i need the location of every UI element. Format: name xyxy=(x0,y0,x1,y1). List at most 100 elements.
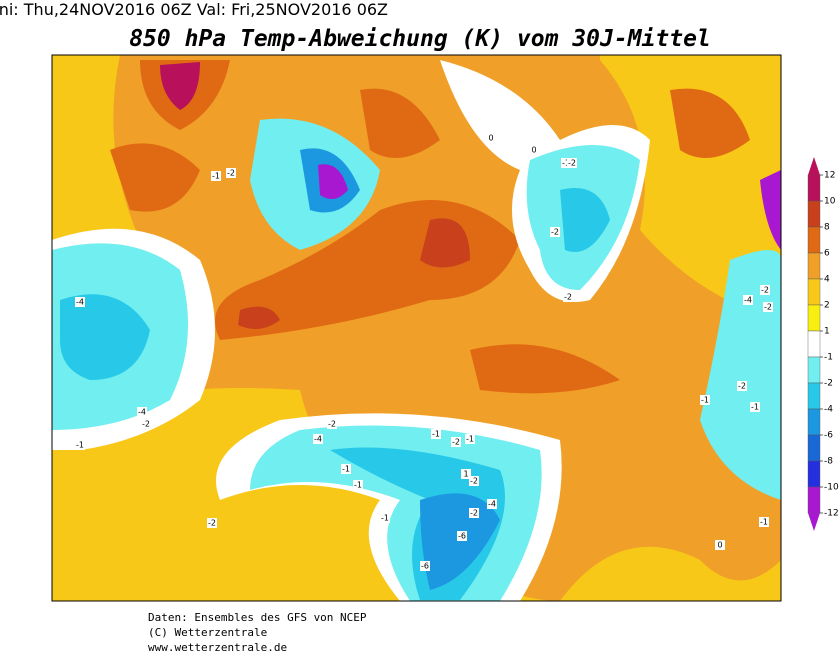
footer-line: www.wetterzentrale.de xyxy=(148,641,287,653)
contour-label-box xyxy=(75,440,85,450)
contour-label: -1 xyxy=(212,172,220,181)
colorbar-tick-label: 4 xyxy=(824,275,830,285)
contour-label-box xyxy=(353,480,363,490)
colorbar-bin xyxy=(807,408,821,436)
contour-label-box xyxy=(563,292,573,302)
contour-label: -6 xyxy=(458,532,466,541)
colorbar-bin xyxy=(807,226,821,254)
contour-label: -1 xyxy=(381,514,389,523)
contour-label-box xyxy=(75,297,85,307)
contour-label-box xyxy=(743,295,753,305)
contour-label: -1 xyxy=(562,159,570,168)
contour-label-box xyxy=(561,158,571,168)
contour-label-box xyxy=(313,434,323,444)
footer-line: Daten: Ensembles des GFS von NCEP xyxy=(148,611,367,624)
contour-label-box xyxy=(207,518,217,528)
map-field xyxy=(52,55,781,601)
contour-label-box xyxy=(465,434,475,444)
contour-label-box xyxy=(420,561,430,571)
contour-label-box xyxy=(715,540,725,550)
colorbar-tick-label: 12 xyxy=(824,171,835,181)
colorbar-tick-label: -2 xyxy=(824,379,833,389)
contour-label-box xyxy=(137,407,147,417)
contour-label: -4 xyxy=(76,298,84,307)
colorbar-bin xyxy=(807,486,821,514)
run-info: Ini: Thu,24NOV2016 06Z Val: Fri,25NOV201… xyxy=(0,0,388,19)
colorbar-bin xyxy=(807,382,821,410)
colorbar-bin xyxy=(807,460,821,488)
contour-label-box xyxy=(211,171,221,181)
contour-label: -4 xyxy=(744,296,752,305)
colorbar-bin xyxy=(807,200,821,228)
colorbar-tick-label: 8 xyxy=(824,223,830,233)
contour-label-box xyxy=(760,285,770,295)
contour-label-box xyxy=(529,145,539,155)
contour-label-box xyxy=(327,419,337,429)
contour-label-box xyxy=(750,402,760,412)
contour-label: -1 xyxy=(76,441,84,450)
contour-label: -4 xyxy=(488,500,496,509)
contour-label: -2 xyxy=(738,382,746,391)
footer-line: (C) Wetterzentrale xyxy=(148,626,267,639)
contour-label: 0 xyxy=(531,146,536,155)
contour-label-box xyxy=(763,302,773,312)
contour-label: -2 xyxy=(551,228,559,237)
colorbar-tick-label: -4 xyxy=(824,405,833,415)
colorbar-cap xyxy=(808,513,820,531)
contour-label-box xyxy=(431,429,441,439)
contour-label: -2 xyxy=(568,159,576,168)
colorbar-tick-label: 10 xyxy=(824,197,836,207)
colorbar-tick-label: -10 xyxy=(824,483,839,493)
contour-label-box xyxy=(341,464,351,474)
contour-label: 0 xyxy=(488,134,493,143)
contour-label: -1 xyxy=(432,430,440,439)
contour-label-box xyxy=(759,517,769,527)
contour-label: -2 xyxy=(764,303,772,312)
contour-label: 0 xyxy=(717,541,722,550)
contour-label: -2 xyxy=(328,420,336,429)
contour-label-box xyxy=(486,133,496,143)
colorbar-tick-label: -6 xyxy=(824,431,833,441)
contour-label-box xyxy=(461,469,471,479)
colorbar-tick-label: -8 xyxy=(824,457,833,467)
colorbar-bin xyxy=(807,174,821,202)
colorbar-bin xyxy=(807,356,821,384)
contour-label: -2 xyxy=(470,477,478,486)
contour-label: -1 xyxy=(466,435,474,444)
colorbar-bin xyxy=(807,434,821,462)
colorbar-tick-label: -1 xyxy=(824,353,833,363)
map-title: 850 hPa Temp-Abweichung (K) vom 30J-Mitt… xyxy=(129,26,711,52)
contour-label: 1 xyxy=(463,470,468,479)
contour-label: -2 xyxy=(227,169,235,178)
contour-label-box xyxy=(700,395,710,405)
colorbar: 12 10 8 6 4 2 1 -1 -2 -4 -6 -8 -10 -12 xyxy=(807,157,839,531)
contour-label: -1 xyxy=(701,396,709,405)
colorbar-bin xyxy=(807,252,821,280)
map-frame xyxy=(51,54,782,602)
colorbar-cap xyxy=(808,157,820,175)
contour-label-box xyxy=(469,476,479,486)
contour-label: -2 xyxy=(452,438,460,447)
colorbar-tick-label: 1 xyxy=(824,327,830,337)
contour-label: -6 xyxy=(421,562,429,571)
contour-label-box xyxy=(451,437,461,447)
contour-label: -2 xyxy=(208,519,216,528)
contour-label-box xyxy=(141,419,151,429)
contour-label-box xyxy=(487,499,497,509)
contour-label: -4 xyxy=(314,435,322,444)
colorbar-tick-label: -12 xyxy=(824,509,839,519)
contour-label: -1 xyxy=(751,403,759,412)
contour-labels: -4-4-2-1-1 -2-4-2-1-1-2-1-2-4-6-6-2-1-1-2… xyxy=(75,133,773,571)
contour-label: -2 xyxy=(470,509,478,518)
contour-label-box xyxy=(457,531,467,541)
contour-label: -1 xyxy=(760,518,768,527)
contour-label-box xyxy=(380,513,390,523)
contour-label-box xyxy=(567,158,577,168)
colorbar-bin xyxy=(807,330,821,358)
contour-label-box xyxy=(226,168,236,178)
contour-label-box xyxy=(469,508,479,518)
colorbar-bin xyxy=(807,278,821,306)
contour-label: -2 xyxy=(142,420,150,429)
colorbar-tick-label: 2 xyxy=(824,301,830,311)
